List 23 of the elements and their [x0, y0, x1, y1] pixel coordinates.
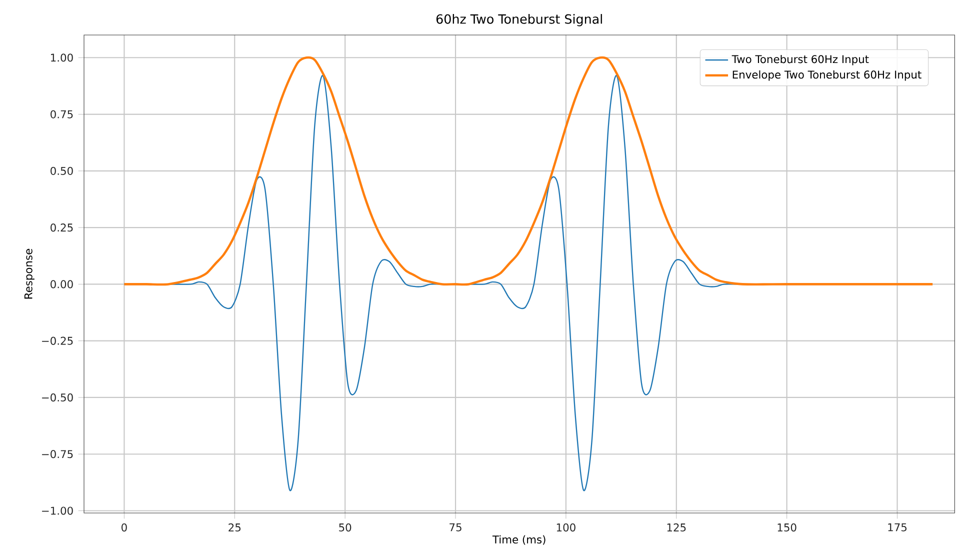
x-tick-label: 150: [778, 523, 796, 532]
y-tick-label: −0.25: [42, 336, 73, 345]
y-tick-label: 1.00: [51, 54, 73, 62]
x-tick-label: 0: [122, 523, 127, 532]
x-tick-label: 175: [888, 523, 906, 532]
y-tick-label: 0.50: [50, 166, 73, 175]
y-tick-label: 0.25: [50, 224, 73, 232]
chart-title: 60hz Two Toneburst Signal: [436, 14, 602, 26]
y-axis-title: Response: [24, 248, 34, 299]
y-tick-label: −1.00: [42, 506, 73, 515]
y-tick-label: 0.75: [50, 110, 73, 118]
x-tick-label: 75: [450, 523, 462, 532]
y-tick-label: 0.00: [50, 280, 73, 288]
y-tick-label: −0.75: [42, 450, 73, 458]
legend-label: Envelope Two Toneburst 60Hz Input: [732, 70, 922, 81]
x-tick-label: 100: [556, 523, 576, 532]
x-tick-label: 25: [228, 523, 240, 532]
x-tick-label: 50: [339, 523, 352, 532]
y-tick-label: −0.50: [42, 393, 73, 402]
x-tick-label: 125: [667, 523, 686, 532]
line-series: [123, 56, 934, 286]
legend-label: Two Toneburst 60Hz Input: [732, 54, 869, 66]
x-axis-title: Time (ms): [492, 535, 546, 545]
